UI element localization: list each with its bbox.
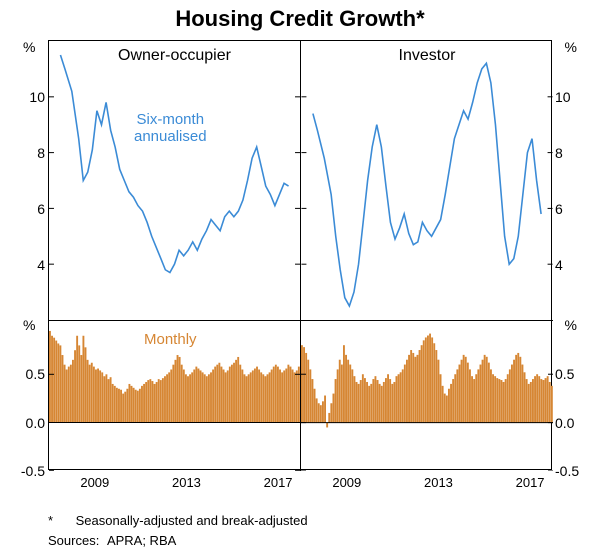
unit-bot-left: %: [23, 317, 35, 333]
chart-title: Housing Credit Growth*: [0, 0, 600, 32]
footnote-text: Seasonally-adjusted and break-adjusted: [76, 513, 308, 528]
chart-area: Owner-occupier Six-monthannualised Inves…: [48, 40, 552, 470]
footnote: * Seasonally-adjusted and break-adjusted: [48, 513, 308, 528]
unit-top-left: %: [23, 39, 35, 55]
footnote-marker: *: [48, 513, 72, 528]
unit-bot-right: %: [565, 317, 577, 333]
sources-label: Sources:: [48, 533, 99, 548]
sources: Sources: APRA; RBA: [48, 533, 176, 548]
sources-text: APRA; RBA: [107, 533, 176, 548]
chart-container: Housing Credit Growth* Owner-occupier Si…: [0, 0, 600, 556]
x-axis-ticks: 200920132017200920132017: [49, 41, 551, 469]
unit-top-right: %: [565, 39, 577, 55]
